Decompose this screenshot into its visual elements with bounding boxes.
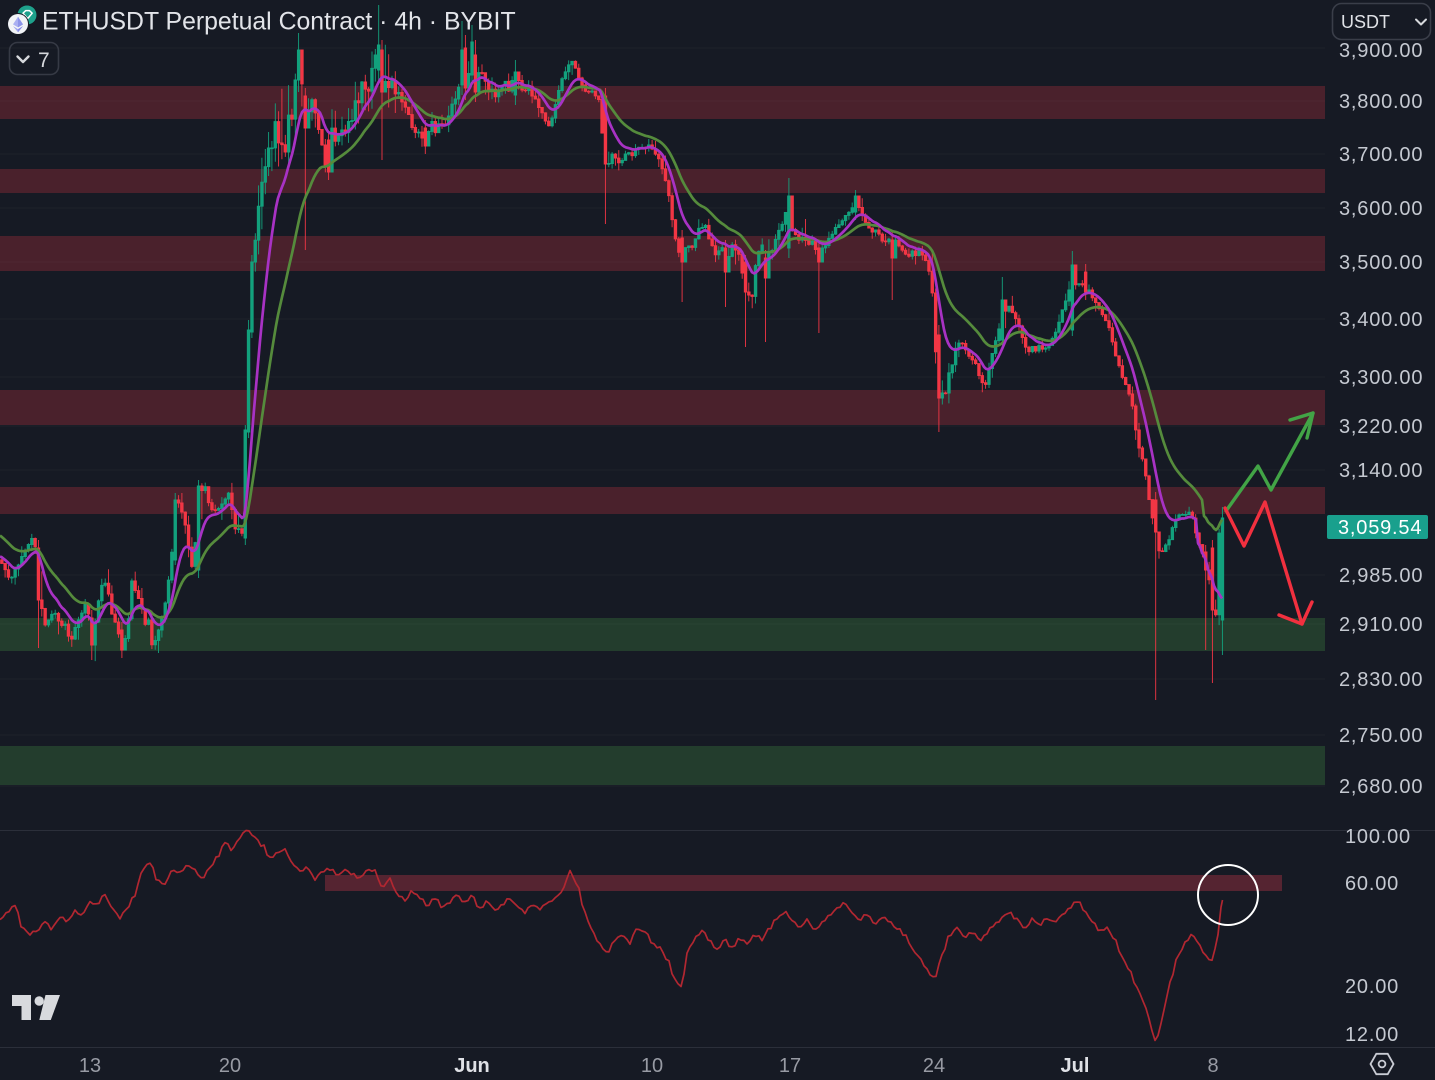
svg-text:10: 10 <box>641 1055 663 1077</box>
svg-text:USDT: USDT <box>1341 12 1390 32</box>
svg-text:3,900.00: 3,900.00 <box>1339 40 1423 62</box>
svg-text:3,300.00: 3,300.00 <box>1339 367 1423 389</box>
svg-text:2,680.00: 2,680.00 <box>1339 776 1423 798</box>
svg-text:20: 20 <box>219 1055 241 1077</box>
svg-text:3,500.00: 3,500.00 <box>1339 252 1423 274</box>
svg-text:2,985.00: 2,985.00 <box>1339 565 1423 587</box>
svg-text:3,140.00: 3,140.00 <box>1339 460 1423 482</box>
svg-text:3,220.00: 3,220.00 <box>1339 416 1423 438</box>
svg-text:20.00: 20.00 <box>1345 976 1399 998</box>
svg-text:100.00: 100.00 <box>1345 826 1411 848</box>
svg-text:3,400.00: 3,400.00 <box>1339 309 1423 331</box>
svg-text:8: 8 <box>1207 1055 1218 1077</box>
svg-text:2,750.00: 2,750.00 <box>1339 725 1423 747</box>
svg-text:24: 24 <box>923 1055 945 1077</box>
svg-text:Jul: Jul <box>1061 1055 1090 1077</box>
svg-text:60.00: 60.00 <box>1345 873 1399 895</box>
svg-text:7: 7 <box>38 49 50 72</box>
svg-text:3,800.00: 3,800.00 <box>1339 91 1423 113</box>
svg-text:2,830.00: 2,830.00 <box>1339 669 1423 691</box>
svg-text:3,700.00: 3,700.00 <box>1339 144 1423 166</box>
svg-text:13: 13 <box>79 1055 101 1077</box>
svg-text:17: 17 <box>779 1055 801 1077</box>
svg-text:12.00: 12.00 <box>1345 1024 1399 1046</box>
svg-text:ETHUSDT Perpetual Contract · 4: ETHUSDT Perpetual Contract · 4h · BYBIT <box>42 9 516 36</box>
svg-text:2,910.00: 2,910.00 <box>1339 614 1423 636</box>
svg-text:Jun: Jun <box>454 1055 490 1077</box>
svg-text:3,600.00: 3,600.00 <box>1339 198 1423 220</box>
svg-text:3,059.54: 3,059.54 <box>1338 517 1422 539</box>
